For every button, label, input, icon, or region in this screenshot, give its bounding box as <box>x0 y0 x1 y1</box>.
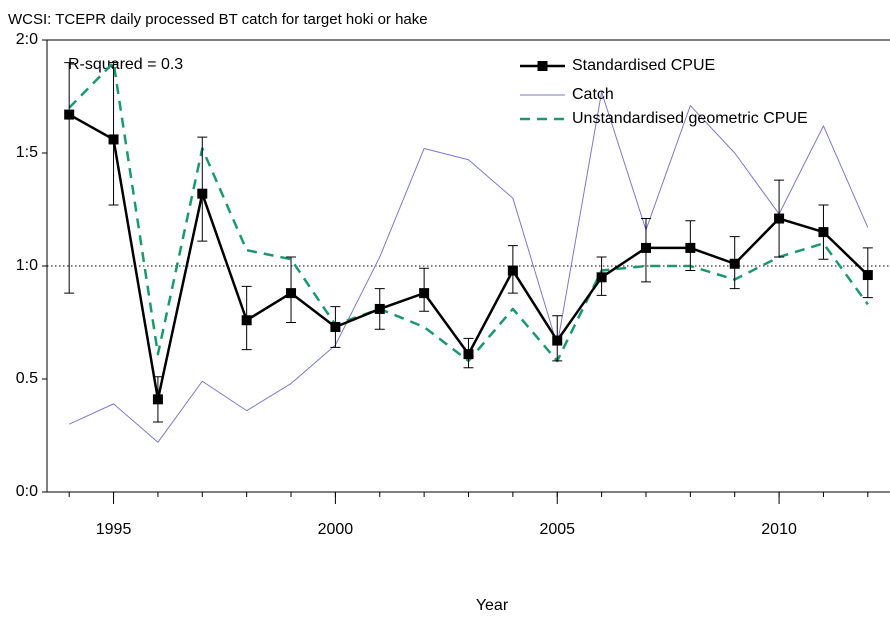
point-marker <box>640 242 651 253</box>
point-marker <box>552 335 563 346</box>
annotation: R-squared = 0.3 <box>68 56 183 73</box>
legend-label: Unstandardised geometric CPUE <box>572 110 808 127</box>
point-marker <box>463 349 474 360</box>
y-tick-label: 1:5 <box>16 144 38 161</box>
point-marker <box>774 213 785 224</box>
legend-label: Standardised CPUE <box>572 57 715 74</box>
series-line <box>68 61 869 363</box>
series-line <box>68 91 869 443</box>
point-marker <box>152 394 163 405</box>
point-marker <box>596 272 607 283</box>
point-marker <box>330 322 341 333</box>
point-marker <box>818 227 829 238</box>
point-marker <box>108 134 119 145</box>
point-marker <box>729 258 740 269</box>
y-tick-label: 2:0 <box>16 31 38 48</box>
chart-title: WCSI: TCEPR daily processed BT catch for… <box>8 11 428 28</box>
x-tick-label: 2000 <box>318 521 354 538</box>
point-marker <box>507 265 518 276</box>
x-tick-label: 1995 <box>96 521 132 538</box>
point-marker <box>286 288 297 299</box>
point-marker <box>64 109 75 120</box>
x-axis-label: Year <box>476 597 509 614</box>
y-tick-label: 1:0 <box>16 257 38 274</box>
x-tick-label: 2005 <box>539 521 575 538</box>
x-tick-label: 2010 <box>761 521 797 538</box>
error-bar <box>64 62 75 294</box>
point-marker <box>862 270 873 281</box>
legend-label: Catch <box>572 86 614 103</box>
legend-marker <box>537 61 548 71</box>
error-bar <box>108 62 119 206</box>
point-marker <box>197 188 208 199</box>
y-tick-label: 0.5 <box>16 370 38 387</box>
point-marker <box>241 315 252 326</box>
point-marker <box>419 288 430 299</box>
y-tick-label: 0:0 <box>16 483 38 500</box>
point-marker <box>374 303 385 314</box>
point-marker <box>685 242 696 253</box>
